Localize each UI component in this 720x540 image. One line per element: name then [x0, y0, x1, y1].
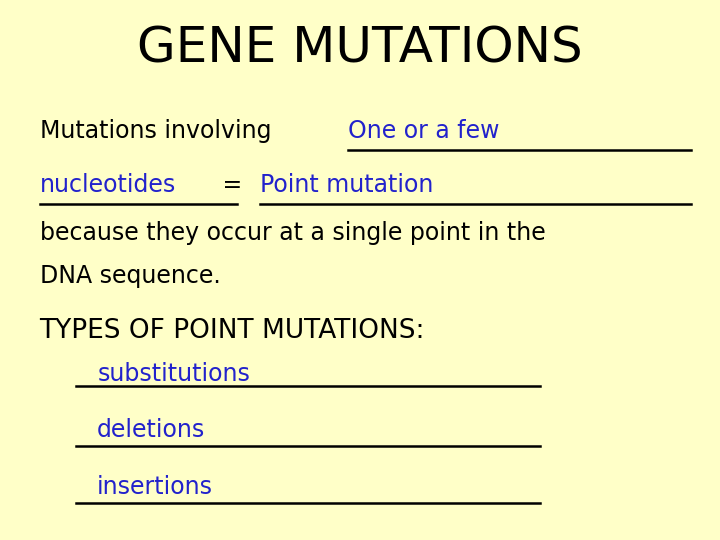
Text: nucleotides: nucleotides: [40, 173, 176, 197]
Text: Point mutation: Point mutation: [260, 173, 433, 197]
Text: Mutations involving: Mutations involving: [40, 119, 279, 143]
Text: TYPES OF POINT MUTATIONS:: TYPES OF POINT MUTATIONS:: [40, 318, 425, 343]
Text: deletions: deletions: [97, 418, 205, 442]
Text: One or a few: One or a few: [348, 119, 500, 143]
Text: because they occur at a single point in the: because they occur at a single point in …: [40, 221, 545, 245]
Text: =: =: [215, 173, 250, 197]
Text: DNA sequence.: DNA sequence.: [40, 265, 220, 288]
Text: GENE MUTATIONS: GENE MUTATIONS: [138, 25, 582, 72]
Text: insertions: insertions: [97, 475, 213, 499]
Text: substitutions: substitutions: [97, 362, 250, 386]
